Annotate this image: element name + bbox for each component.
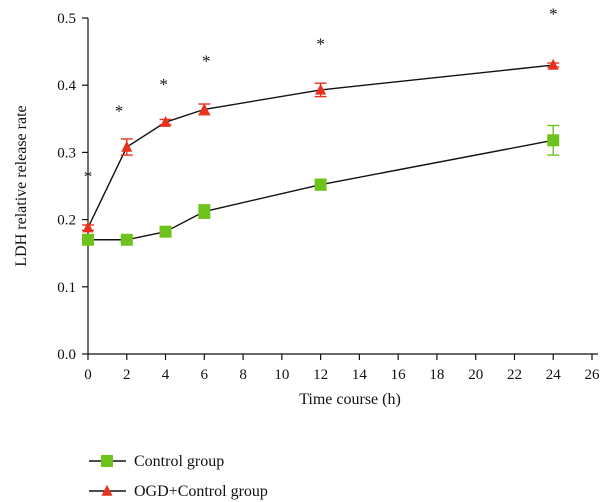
data-point [547,58,559,70]
significance-star: * [84,167,93,186]
y-tick-label: 0.4 [57,78,76,94]
legend-label: OGD+Control group [134,483,268,500]
series-line [88,139,554,241]
legend-marker [101,484,113,496]
data-point [160,115,172,127]
data-point [198,205,211,218]
x-tick-label: 26 [585,367,601,383]
data-point [82,233,94,246]
y-tick-label: 0.1 [57,280,76,296]
x-tick-label: 4 [162,367,170,383]
series-line [87,64,554,228]
x-tick-label: 2 [123,367,131,383]
x-tick-label: 24 [546,367,562,383]
significance-star: * [549,4,558,23]
significance-star: * [202,51,211,70]
x-tick-label: 14 [352,367,368,383]
y-tick-label: 0.3 [57,145,76,161]
axes: 0 2 4 6 8 10 12 14 16 18 20 22 24 260.00.10.20.30.40.… [57,11,600,383]
legend-marker [101,455,113,467]
x-axis-title: Time course (h) [299,391,401,408]
y-axis-title: LDH relative release rate [13,105,30,266]
legend: Control group OGD+Control group [89,453,268,500]
y-tick-label: 0.5 [57,11,76,27]
significance-star: * [159,75,168,94]
x-tick-label: 0 [84,367,92,383]
significance-star: * [316,35,325,54]
series-2 [82,58,560,233]
legend-item: OGD+Control group [89,483,268,500]
data-point [314,178,327,191]
significance-star: * [115,102,124,121]
data-point [198,103,210,115]
legend-label: Control group [134,453,224,470]
data-point [547,134,560,147]
data-point [82,221,94,233]
y-tick-label: 0.0 [57,347,76,363]
plot-area: * * * * * * [82,4,560,246]
legend-item: Control group [89,453,224,470]
data-point [120,233,133,246]
data-point [121,140,133,152]
series-1 [82,124,560,246]
data-point [159,225,172,238]
x-tick-label: 22 [507,367,522,383]
x-tick-label: 18 [429,367,444,383]
x-tick-label: 8 [239,367,247,383]
data-point [315,83,327,95]
x-tick-label: 12 [313,367,328,383]
x-tick-label: 10 [274,367,289,383]
x-tick-label: 16 [391,367,407,383]
x-tick-label: 20 [468,367,483,383]
x-tick-label: 6 [201,367,209,383]
y-tick-label: 0.2 [57,213,76,229]
